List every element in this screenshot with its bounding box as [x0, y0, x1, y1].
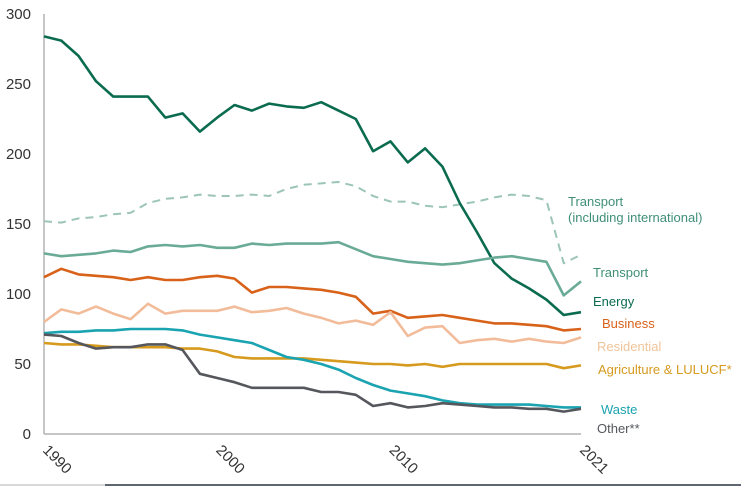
series-label: Transport — [568, 194, 624, 209]
bottom-scrollbar[interactable] — [0, 484, 741, 486]
y-tick-label: 150 — [6, 216, 31, 233]
series-line-transport — [43, 240, 582, 297]
series-line-energy — [43, 35, 582, 317]
x-tick-label: 2000 — [212, 442, 248, 478]
series-labels: Transport (including international) Energ… — [568, 194, 732, 436]
series-label: (including international) — [568, 210, 702, 225]
series-label: Transport — [593, 265, 649, 280]
series-label: Business — [602, 316, 655, 331]
x-tick-label: 2021 — [576, 442, 612, 478]
series-line-waste — [43, 327, 581, 409]
series-line-business — [43, 267, 582, 332]
x-tick-label: 2010 — [386, 442, 422, 478]
series-line-transport-including-international — [43, 181, 582, 265]
y-tick-label: 250 — [6, 76, 31, 93]
series-label: Agriculture & LULUCF* — [598, 362, 732, 377]
scrollbar-track — [0, 484, 105, 486]
y-tick-label: 50 — [14, 356, 31, 373]
y-axis-ticks: 0 50 100 150 200 250 300 — [6, 6, 31, 443]
series-label: Waste — [601, 402, 637, 417]
y-tick-label: 300 — [6, 6, 31, 23]
series-line-residential — [43, 302, 582, 345]
y-tick-label: 0 — [23, 426, 31, 443]
x-axis-ticks: 1990 2000 2010 2021 — [39, 442, 612, 478]
series-label: Other** — [597, 421, 640, 436]
y-tick-label: 200 — [6, 146, 31, 163]
y-tick-label: 100 — [6, 286, 31, 303]
series-lines — [43, 35, 582, 413]
series-label: Energy — [593, 294, 635, 309]
series-line-other — [43, 333, 582, 413]
series-label: Residential — [597, 339, 661, 354]
x-tick-label: 1990 — [39, 442, 75, 478]
